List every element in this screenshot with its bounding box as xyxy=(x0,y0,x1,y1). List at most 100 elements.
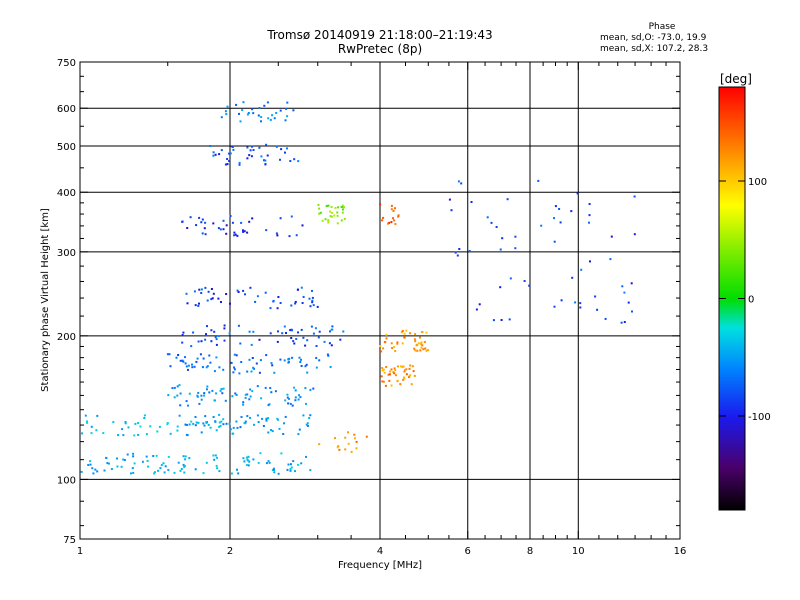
scatter-point xyxy=(630,282,633,285)
scatter-point xyxy=(234,392,237,395)
scatter-point xyxy=(239,120,242,123)
scatter-point xyxy=(325,205,328,207)
scatter-point xyxy=(294,302,297,305)
scatter-point xyxy=(318,207,321,210)
scatter-point xyxy=(341,211,344,214)
scatter-point xyxy=(240,416,243,418)
scatter-point xyxy=(382,347,385,350)
scatter-point xyxy=(290,463,292,466)
scatter-point xyxy=(315,357,318,359)
scatter-point xyxy=(423,341,426,343)
scatter-point xyxy=(383,371,386,374)
scatter-point xyxy=(588,221,590,224)
scatter-point xyxy=(347,431,349,434)
scatter-point xyxy=(251,357,254,359)
scatter-point xyxy=(163,471,166,474)
x-tick-label: 1 xyxy=(77,546,83,557)
scatter-point xyxy=(197,391,200,394)
scatter-point xyxy=(257,421,260,423)
scatter-point xyxy=(211,389,214,392)
scatter-point xyxy=(385,366,388,368)
scatter-point xyxy=(269,332,272,335)
scatter-point xyxy=(275,112,278,114)
scatter-point xyxy=(397,215,400,218)
scatter-point xyxy=(221,392,224,395)
scatter-point xyxy=(212,222,215,225)
scatter-point xyxy=(248,154,251,157)
scatter-point xyxy=(257,461,260,464)
scatter-point xyxy=(306,371,309,374)
scatter-point xyxy=(200,292,203,294)
scatter-point xyxy=(145,455,148,458)
scatter-point xyxy=(528,284,531,287)
scatter-point xyxy=(295,234,298,237)
scatter-point xyxy=(173,471,176,474)
scatter-point xyxy=(103,469,106,472)
scatter-point xyxy=(420,331,423,334)
colorbar-tick-label: 100 xyxy=(748,177,767,188)
scatter-point xyxy=(186,302,189,305)
scatter-point xyxy=(220,149,223,152)
scatter-point xyxy=(273,469,275,472)
scatter-point xyxy=(205,366,208,369)
scatter-point xyxy=(291,404,294,407)
x-tick-label: 16 xyxy=(674,546,687,557)
scatter-point xyxy=(102,432,105,434)
scatter-point xyxy=(252,149,255,151)
scatter-point xyxy=(120,465,123,468)
scatter-point xyxy=(180,468,183,470)
scatter-point xyxy=(92,472,95,475)
scatter-point xyxy=(237,324,240,327)
scatter-point xyxy=(278,427,281,430)
scatter-point xyxy=(229,215,232,217)
scatter-point xyxy=(193,290,196,293)
scatter-point xyxy=(195,421,198,424)
scatter-point xyxy=(190,420,193,423)
scatter-point xyxy=(90,432,93,435)
scatter-point xyxy=(392,217,394,220)
scatter-point xyxy=(201,218,204,221)
scatter-point xyxy=(185,400,188,403)
scatter-point xyxy=(203,392,206,395)
scatter-point xyxy=(219,424,222,427)
phase-stats-x-mode: mean, sd,X: 107.2, 28.3 xyxy=(600,44,709,54)
scatter-point xyxy=(621,285,624,288)
phase-stats-heading: Phase xyxy=(648,22,676,32)
scatter-point xyxy=(195,224,198,227)
scatter-point xyxy=(419,336,421,339)
scatter-point xyxy=(395,374,397,377)
scatter-point xyxy=(270,429,272,431)
scatter-point xyxy=(228,152,231,155)
scatter-point xyxy=(316,305,319,308)
scatter-point xyxy=(179,404,182,407)
scatter-point xyxy=(252,330,255,333)
scatter-point xyxy=(297,331,299,334)
scatter-point xyxy=(240,361,243,363)
scatter-point xyxy=(217,335,220,338)
scatter-point xyxy=(201,232,204,235)
scatter-point xyxy=(225,232,228,235)
scatter-point xyxy=(110,468,113,470)
scatter-point xyxy=(318,330,321,333)
scatter-point xyxy=(223,324,226,327)
scatter-point xyxy=(288,397,290,400)
scatter-point xyxy=(409,332,412,335)
scatter-point xyxy=(327,221,330,224)
scatter-point xyxy=(304,344,307,347)
scatter-point xyxy=(196,357,199,360)
scatter-point xyxy=(588,203,591,205)
scatter-point xyxy=(291,329,294,332)
scatter-point xyxy=(158,425,161,428)
scatter-point xyxy=(229,302,231,305)
scatter-point xyxy=(188,392,191,395)
scatter-point xyxy=(226,163,229,166)
scatter-point xyxy=(381,380,384,383)
scatter-point xyxy=(302,296,305,298)
scatter-point xyxy=(379,345,382,348)
scatter-point xyxy=(250,155,253,158)
scatter-point xyxy=(191,363,193,366)
scatter-point xyxy=(242,401,245,404)
scatter-point xyxy=(214,420,217,423)
scatter-point xyxy=(365,435,368,438)
scatter-point xyxy=(391,347,394,349)
